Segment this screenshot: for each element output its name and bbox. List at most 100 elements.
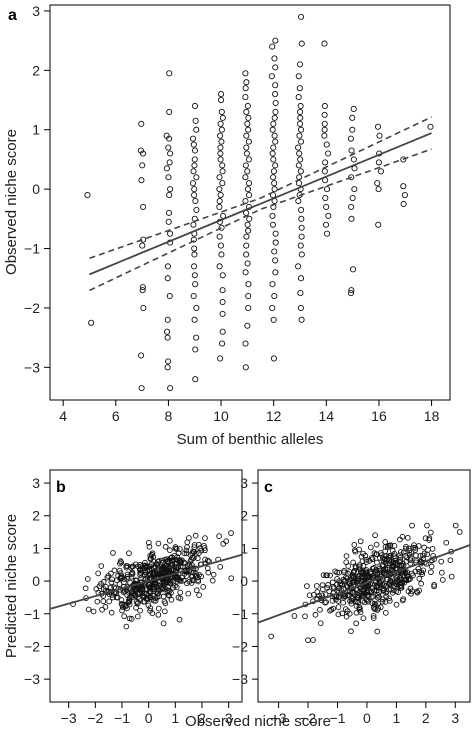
data-point (297, 304, 304, 311)
data-point (298, 215, 305, 222)
data-point (166, 135, 173, 142)
data-point (360, 615, 367, 622)
data-point (369, 565, 376, 572)
data-point (347, 135, 354, 142)
data-point (347, 290, 354, 297)
data-point (306, 592, 313, 599)
data-point (389, 547, 396, 554)
data-point (403, 571, 410, 578)
data-point (189, 135, 197, 142)
data-point (244, 102, 251, 110)
data-point (228, 530, 234, 536)
data-point (129, 594, 136, 601)
data-point (310, 591, 317, 598)
data-point (172, 583, 178, 589)
data-point (380, 585, 387, 591)
x-tick-label: 0 (363, 710, 371, 726)
data-point (191, 544, 198, 551)
data-point (243, 242, 250, 249)
data-point (157, 581, 164, 588)
x-tick-label: 2 (422, 710, 430, 726)
data-point (244, 120, 251, 127)
data-point (270, 120, 277, 127)
data-point (321, 102, 328, 110)
data-point (189, 180, 197, 187)
y-tick-label: −3 (24, 359, 40, 375)
data-point (405, 588, 412, 595)
panel-b-x-ticks: −3 −2 −1 0 1 2 3 (61, 702, 233, 726)
data-point (374, 628, 381, 635)
data-point (340, 591, 347, 598)
data-point (216, 533, 222, 539)
data-point (420, 567, 427, 574)
data-point (139, 284, 146, 291)
data-point (341, 567, 347, 574)
data-point (118, 597, 125, 603)
data-point (169, 554, 175, 561)
x-tick-label: 1 (171, 710, 179, 726)
data-point (271, 293, 278, 300)
data-point (272, 82, 279, 89)
data-point (191, 251, 198, 258)
data-point (216, 203, 223, 211)
data-point (145, 602, 152, 609)
data-point (159, 570, 166, 577)
data-point (343, 613, 350, 620)
data-point (165, 144, 172, 151)
data-point (210, 571, 217, 578)
data-point (202, 535, 208, 541)
data-point (159, 586, 166, 593)
data-point (319, 582, 326, 588)
data-point (84, 576, 91, 582)
data-point (316, 592, 322, 599)
data-point (400, 596, 407, 602)
data-point (193, 126, 200, 133)
data-point (297, 156, 304, 163)
data-point (191, 272, 198, 279)
data-point (167, 230, 174, 237)
data-point (244, 168, 251, 175)
data-point (245, 227, 252, 234)
data-point (367, 544, 374, 551)
data-point (85, 606, 92, 613)
data-point (416, 575, 423, 582)
data-point (164, 316, 171, 323)
data-point (209, 577, 216, 584)
data-point (98, 563, 105, 569)
data-point (242, 364, 249, 371)
data-point (398, 576, 405, 583)
data-point (117, 558, 124, 564)
panel-a-letter: a (8, 7, 17, 24)
data-point (82, 585, 89, 592)
data-point (219, 287, 226, 294)
data-point (128, 571, 135, 578)
x-tick-label: 1 (392, 710, 400, 726)
y-tick-label: −1 (232, 606, 248, 622)
data-point (219, 328, 226, 335)
data-point (189, 577, 196, 583)
data-point (104, 574, 111, 581)
data-point (216, 174, 223, 181)
data-point (317, 620, 324, 627)
data-point (296, 61, 303, 68)
data-point (217, 355, 224, 362)
shared-x-axis-label: Observed niche score (185, 713, 331, 730)
data-point (190, 569, 197, 576)
data-point (219, 340, 226, 347)
data-point (409, 522, 415, 529)
data-point (297, 126, 305, 133)
data-point (350, 105, 357, 112)
y-tick-label: −2 (24, 638, 40, 654)
data-point (349, 114, 356, 121)
panel-c-fit-line (257, 544, 471, 624)
data-point (109, 576, 115, 583)
data-point (364, 573, 371, 580)
data-point (296, 85, 303, 92)
data-point (166, 537, 173, 544)
data-point (100, 598, 107, 605)
data-point (164, 364, 171, 371)
y-tick-label: 3 (32, 3, 40, 19)
data-point (271, 186, 278, 193)
data-point (272, 91, 279, 98)
